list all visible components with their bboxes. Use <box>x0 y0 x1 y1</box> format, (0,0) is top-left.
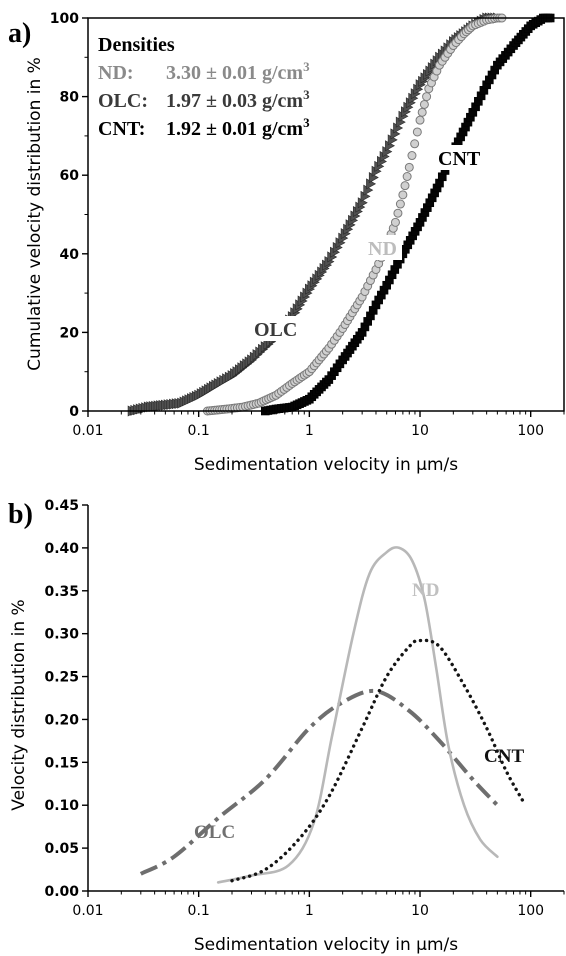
nd-data-point <box>404 162 414 172</box>
panel-a-cumulative-chart: a) 0.01 0.1 1 10 100 0 20 40 60 80 100 Sedimentat… <box>8 11 565 475</box>
x-tick-label: 10 <box>411 903 429 919</box>
panel-a-y-axis: 0 20 40 60 80 100 <box>50 11 88 420</box>
nd-data-point <box>400 181 410 191</box>
nd-data-point <box>402 172 412 182</box>
nd-data-point <box>410 139 420 149</box>
density-olc-name: OLC: <box>98 90 148 112</box>
y-tick-label: 0.20 <box>44 712 79 728</box>
nd-data-point <box>419 99 429 109</box>
y-tick-label: 0.15 <box>44 755 79 771</box>
nd-data-point <box>390 217 400 227</box>
panel-a-y-axis-title: Cumulative velocity distribution in % <box>25 57 45 371</box>
nd-data-point <box>398 190 408 200</box>
y-tick-label: 80 <box>60 90 80 106</box>
y-tick-label: 20 <box>60 325 80 341</box>
densities-title: Densities <box>98 34 175 56</box>
nd-data-point <box>415 115 425 125</box>
panel-b-distribution-chart: b) 0.01 0.1 1 10 100 0.00 0.05 0.10 0.15 0.20 0.2… <box>8 498 565 955</box>
panel-a-x-axis: 0.01 0.1 1 10 100 <box>72 411 565 439</box>
nd-data-point <box>412 127 422 137</box>
y-tick-label: 0.10 <box>44 798 79 814</box>
x-tick-label: 10 <box>411 423 429 439</box>
annotation-olc: OLC <box>254 319 297 341</box>
density-olc-value: 1.97 ± 0.03 g/cm3 <box>166 87 310 112</box>
x-tick-label: 1 <box>305 423 314 439</box>
x-tick-label: 0.01 <box>72 903 103 919</box>
x-tick-label: 0.1 <box>188 423 210 439</box>
densities-legend: Densities ND: 3.30 ± 0.01 g/cm3 OLC: 1.9… <box>98 34 310 140</box>
y-tick-label: 100 <box>50 11 79 27</box>
panel-b-label: b) <box>8 499 33 530</box>
panel-b-x-axis: 0.01 0.1 1 10 100 <box>72 891 565 919</box>
density-nd-value: 3.30 ± 0.01 g/cm3 <box>166 59 310 84</box>
y-tick-label: 0 <box>69 404 79 420</box>
y-tick-label: 0.40 <box>44 541 79 557</box>
y-tick-label: 40 <box>60 247 80 263</box>
annotation-olc: OLC <box>194 822 235 843</box>
nd-data-point <box>407 151 417 161</box>
density-nd-name: ND: <box>98 62 134 84</box>
annotation-nd: ND <box>412 580 439 601</box>
y-tick-label: 0.00 <box>44 884 79 900</box>
x-tick-label: 1 <box>305 903 314 919</box>
series-nd-line <box>216 546 499 884</box>
series-cnt-line <box>230 638 525 883</box>
nd-data-point <box>393 208 403 218</box>
panel-b-x-axis-title: Sedimentation velocity in µm/s <box>194 935 458 955</box>
panel-a-label: a) <box>8 18 31 49</box>
density-cnt-value: 1.92 ± 0.01 g/cm3 <box>166 115 310 140</box>
y-tick-label: 0.45 <box>44 498 79 514</box>
panel-b-y-axis-title: Velocity distribution in % <box>9 599 29 810</box>
panel-b-plot-area <box>139 546 525 884</box>
x-tick-label: 100 <box>517 423 544 439</box>
nd-data-point <box>422 92 432 102</box>
x-tick-label: 100 <box>517 903 544 919</box>
cnt-label-backdrop <box>434 145 484 170</box>
olc-label-backdrop <box>250 316 300 341</box>
nd-data-point <box>417 107 427 117</box>
y-tick-label: 0.30 <box>44 627 79 643</box>
nd-data-point <box>395 199 405 209</box>
y-tick-label: 60 <box>60 168 80 184</box>
annotation-cnt: CNT <box>484 746 524 767</box>
annotation-cnt: CNT <box>438 148 481 170</box>
x-tick-label: 0.01 <box>72 423 103 439</box>
panel-a-x-axis-title: Sedimentation velocity in µm/s <box>194 455 458 475</box>
annotation-nd: ND <box>368 238 397 260</box>
x-tick-label: 0.1 <box>188 903 210 919</box>
nd-label-backdrop <box>364 235 402 260</box>
y-tick-label: 0.05 <box>44 841 79 857</box>
density-cnt-name: CNT: <box>98 118 145 140</box>
y-tick-label: 0.25 <box>44 670 79 686</box>
y-tick-label: 0.35 <box>44 584 79 600</box>
series-nd <box>202 13 507 416</box>
panel-b-y-axis: 0.00 0.05 0.10 0.15 0.20 0.25 0.30 0.35 0.40 0.45 <box>44 498 88 900</box>
